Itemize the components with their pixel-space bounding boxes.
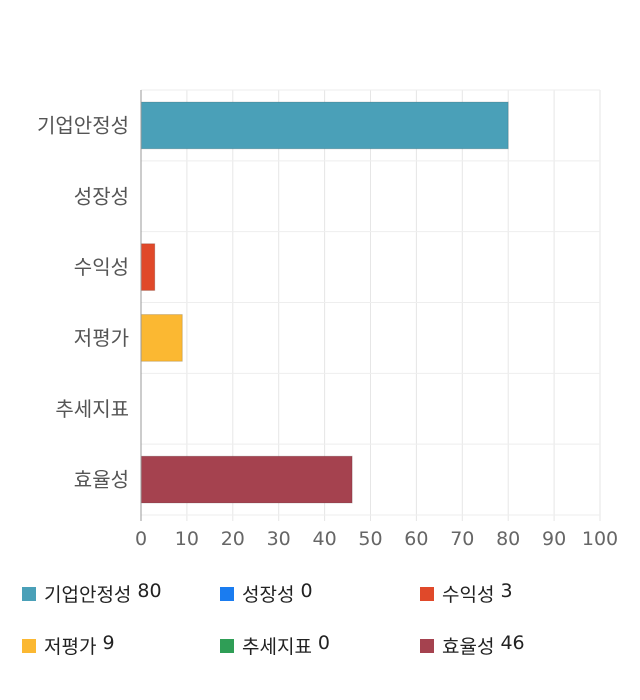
legend-label: 수익성 [442, 584, 495, 606]
legend-value: 0 [300, 580, 313, 602]
legend-swatch [220, 586, 234, 601]
bar [140, 101, 509, 150]
legend-swatch [22, 586, 36, 601]
legend-swatch [420, 638, 434, 653]
bar [140, 455, 353, 504]
y-tick-label: 수익성 [74, 255, 129, 279]
x-tick-label: 70 [450, 528, 474, 550]
bar [140, 243, 156, 291]
x-tick-label: 50 [358, 528, 382, 550]
legend-item: 성장성 0 [220, 580, 313, 607]
legend-value: 3 [500, 580, 513, 602]
legend-item: 효율성 46 [420, 632, 525, 659]
legend-label: 추세지표 [242, 636, 312, 658]
x-tick-label: 90 [542, 528, 566, 550]
legend-item: 추세지표 0 [220, 632, 330, 659]
x-tick-label: 30 [267, 528, 291, 550]
legend-value: 0 [317, 632, 331, 654]
y-tick-label: 효율성 [74, 468, 129, 492]
x-tick-label: 80 [496, 528, 520, 550]
legend-item: 저평가 9 [22, 632, 115, 659]
x-tick-label: 60 [404, 528, 428, 550]
legend-item: 수익성 3 [420, 580, 513, 607]
bars [140, 101, 509, 504]
x-axis-labels: 0 10 20 30 40 50 60 70 80 90 100 [135, 528, 618, 550]
y-tick-label: 성장성 [74, 184, 129, 208]
legend-swatch [420, 586, 434, 601]
grid-lines [140, 89, 601, 521]
legend-label: 저평가 [44, 636, 97, 658]
legend-value: 80 [137, 580, 162, 602]
legend-value: 46 [500, 632, 525, 654]
legend-label: 성장성 [242, 584, 295, 606]
y-tick-label: 기업안정성 [37, 113, 129, 137]
x-tick-label: 100 [582, 528, 618, 550]
legend-value: 9 [102, 632, 115, 654]
x-tick-label: 0 [135, 528, 147, 550]
x-tick-label: 40 [313, 528, 337, 550]
x-tick-label: 20 [221, 528, 245, 550]
legend-label: 효율성 [442, 636, 495, 658]
legend-item: 기업안정성 80 [22, 580, 162, 607]
y-tick-label: 추세지표 [55, 397, 129, 421]
bar [140, 314, 183, 362]
y-tick-label: 저평가 [74, 326, 129, 350]
legend-label: 기업안정성 [44, 584, 132, 606]
legend-swatch [220, 638, 234, 653]
legend-swatch [22, 638, 36, 653]
x-tick-label: 10 [175, 528, 199, 550]
